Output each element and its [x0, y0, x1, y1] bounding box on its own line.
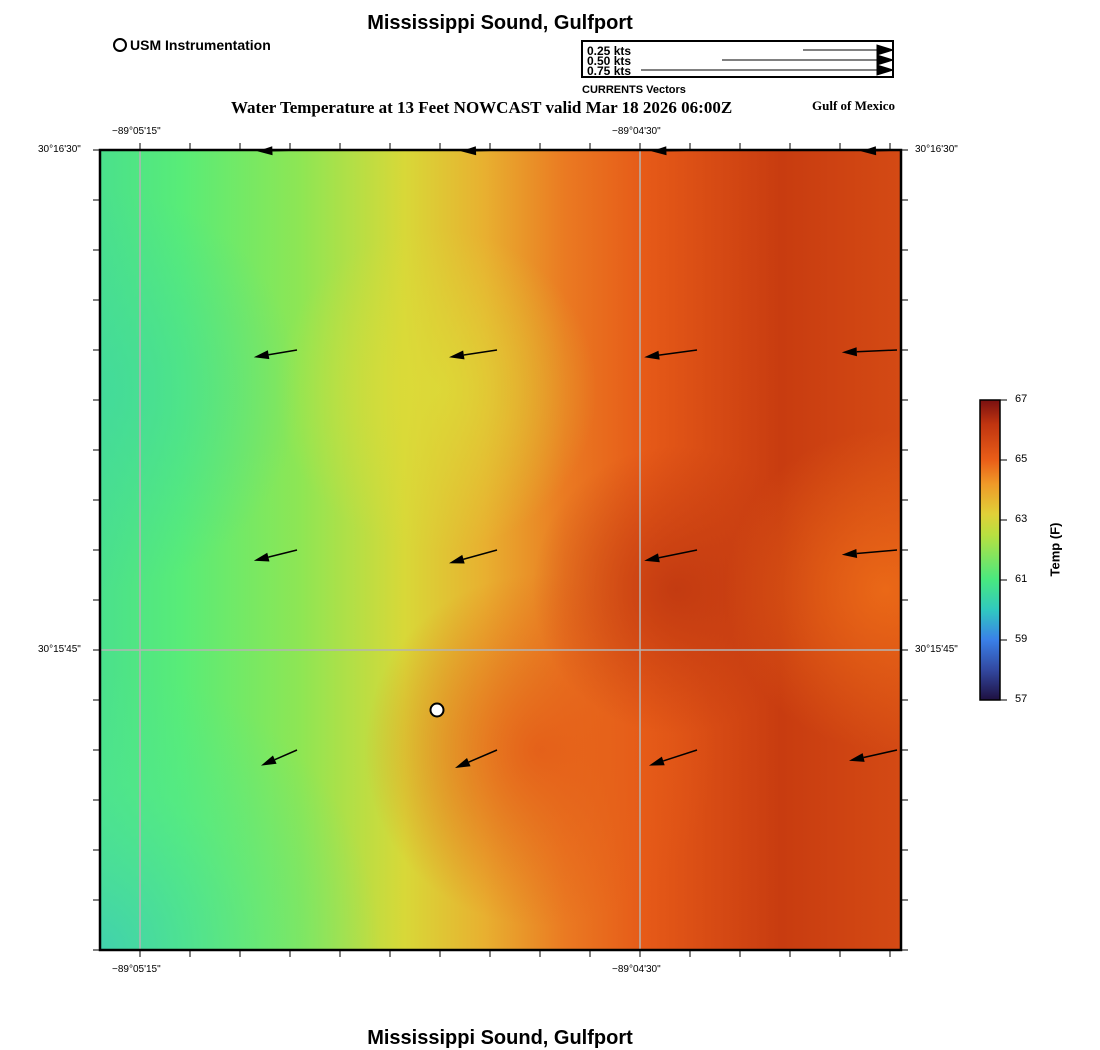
- colorbar-ticks: [1000, 399, 1007, 701]
- current-vector-arrow: [463, 549, 498, 560]
- current-vector-arrowhead: [849, 753, 865, 762]
- station-marker-icon: [113, 38, 127, 52]
- vector-scale-label-025: 0.25 kts: [587, 44, 632, 58]
- lat-tick-label-left: 30°16'30": [38, 144, 81, 155]
- map-footer-title: Mississippi Sound, Gulfport: [367, 1027, 633, 1049]
- vector-scale-label-050: 0.50 kts: [587, 54, 632, 68]
- current-vector-arrowhead: [841, 347, 857, 357]
- vector-scale-caption: CURRENTS Vectors: [582, 84, 686, 96]
- current-vector-arrow: [856, 549, 898, 555]
- current-vector-arrow: [268, 549, 298, 558]
- vector-scale-arrows: [641, 44, 894, 76]
- current-vector-arrowhead: [644, 553, 660, 563]
- colorbar-title: Temp (F): [1047, 522, 1063, 577]
- current-vector-arrow: [856, 349, 898, 353]
- lon-tick-label-top: −89°05'15": [112, 126, 161, 137]
- vector-scale-label-075: 0.75 kts: [587, 64, 632, 78]
- colorbar-label: 67: [1015, 393, 1028, 405]
- map-title: Mississippi Sound, Gulfport: [367, 12, 633, 34]
- current-vector-arrowhead: [261, 755, 277, 766]
- current-vector-arrow: [274, 749, 298, 761]
- current-vector-arrow: [658, 349, 698, 356]
- station-marker[interactable]: [429, 702, 445, 718]
- vector-scale-arrowhead-075: [876, 64, 894, 76]
- station-legend-label: USM Instrumentation: [130, 37, 271, 53]
- current-vector-arrowhead: [455, 757, 471, 768]
- current-vector-arrow: [475, 149, 498, 152]
- colorbar: [979, 399, 1001, 701]
- current-vector-arrow: [663, 749, 698, 762]
- current-vector-arrowhead: [257, 146, 273, 156]
- vector-scale-arrowhead-025: [876, 44, 894, 56]
- colorbar-label: 61: [1015, 573, 1028, 585]
- current-vector-arrow: [468, 749, 498, 763]
- current-vector-arrowhead: [861, 146, 877, 156]
- current-vector-arrow: [463, 349, 498, 356]
- current-vector-arrow: [863, 749, 898, 759]
- current-vector-arrow: [658, 549, 698, 559]
- lat-tick-label-right: 30°16'30": [915, 144, 958, 155]
- station-legend: USM Instrumentation: [113, 37, 271, 53]
- lat-tick-label-left: 30°15'45": [38, 644, 81, 655]
- current-vector-arrowhead: [461, 146, 477, 156]
- map-subtitle: Water Temperature at 13 Feet NOWCAST val…: [231, 98, 733, 117]
- frame-ticks: [93, 143, 908, 957]
- vector-scale-arrowhead-050: [876, 54, 894, 66]
- current-vector-arrowhead: [644, 350, 660, 360]
- current-vector-arrow: [272, 149, 298, 152]
- current-vector-arrow: [268, 349, 298, 356]
- region-label: Gulf of Mexico: [812, 98, 896, 113]
- lon-tick-label-top: −89°04'30": [612, 126, 661, 137]
- current-vector-arrowhead: [651, 146, 667, 156]
- colorbar-label: 63: [1015, 513, 1028, 525]
- current-vector-arrow: [875, 149, 898, 152]
- current-vector-arrowhead: [841, 549, 858, 558]
- current-vector-arrow: [666, 149, 698, 152]
- vector-scale-legend: 0.25 kts 0.50 kts 0.75 kts: [581, 40, 894, 78]
- colorbar-label: 57: [1015, 693, 1028, 705]
- graticule: [100, 150, 901, 950]
- current-vector-layer: [253, 146, 898, 768]
- current-vector-arrowhead: [649, 756, 665, 766]
- current-vector-arrowhead: [449, 554, 465, 564]
- current-vector-arrowhead: [449, 350, 465, 360]
- current-vector-arrowhead: [253, 350, 270, 360]
- current-vector-arrowhead: [253, 552, 270, 562]
- temperature-field: [100, 150, 901, 950]
- colorbar-label: 59: [1015, 633, 1028, 645]
- lon-tick-label-bottom: −89°05'15": [112, 964, 161, 975]
- lon-tick-label-bottom: −89°04'30": [612, 964, 661, 975]
- colorbar-label: 65: [1015, 453, 1028, 465]
- lat-tick-label-right: 30°15'45": [915, 644, 958, 655]
